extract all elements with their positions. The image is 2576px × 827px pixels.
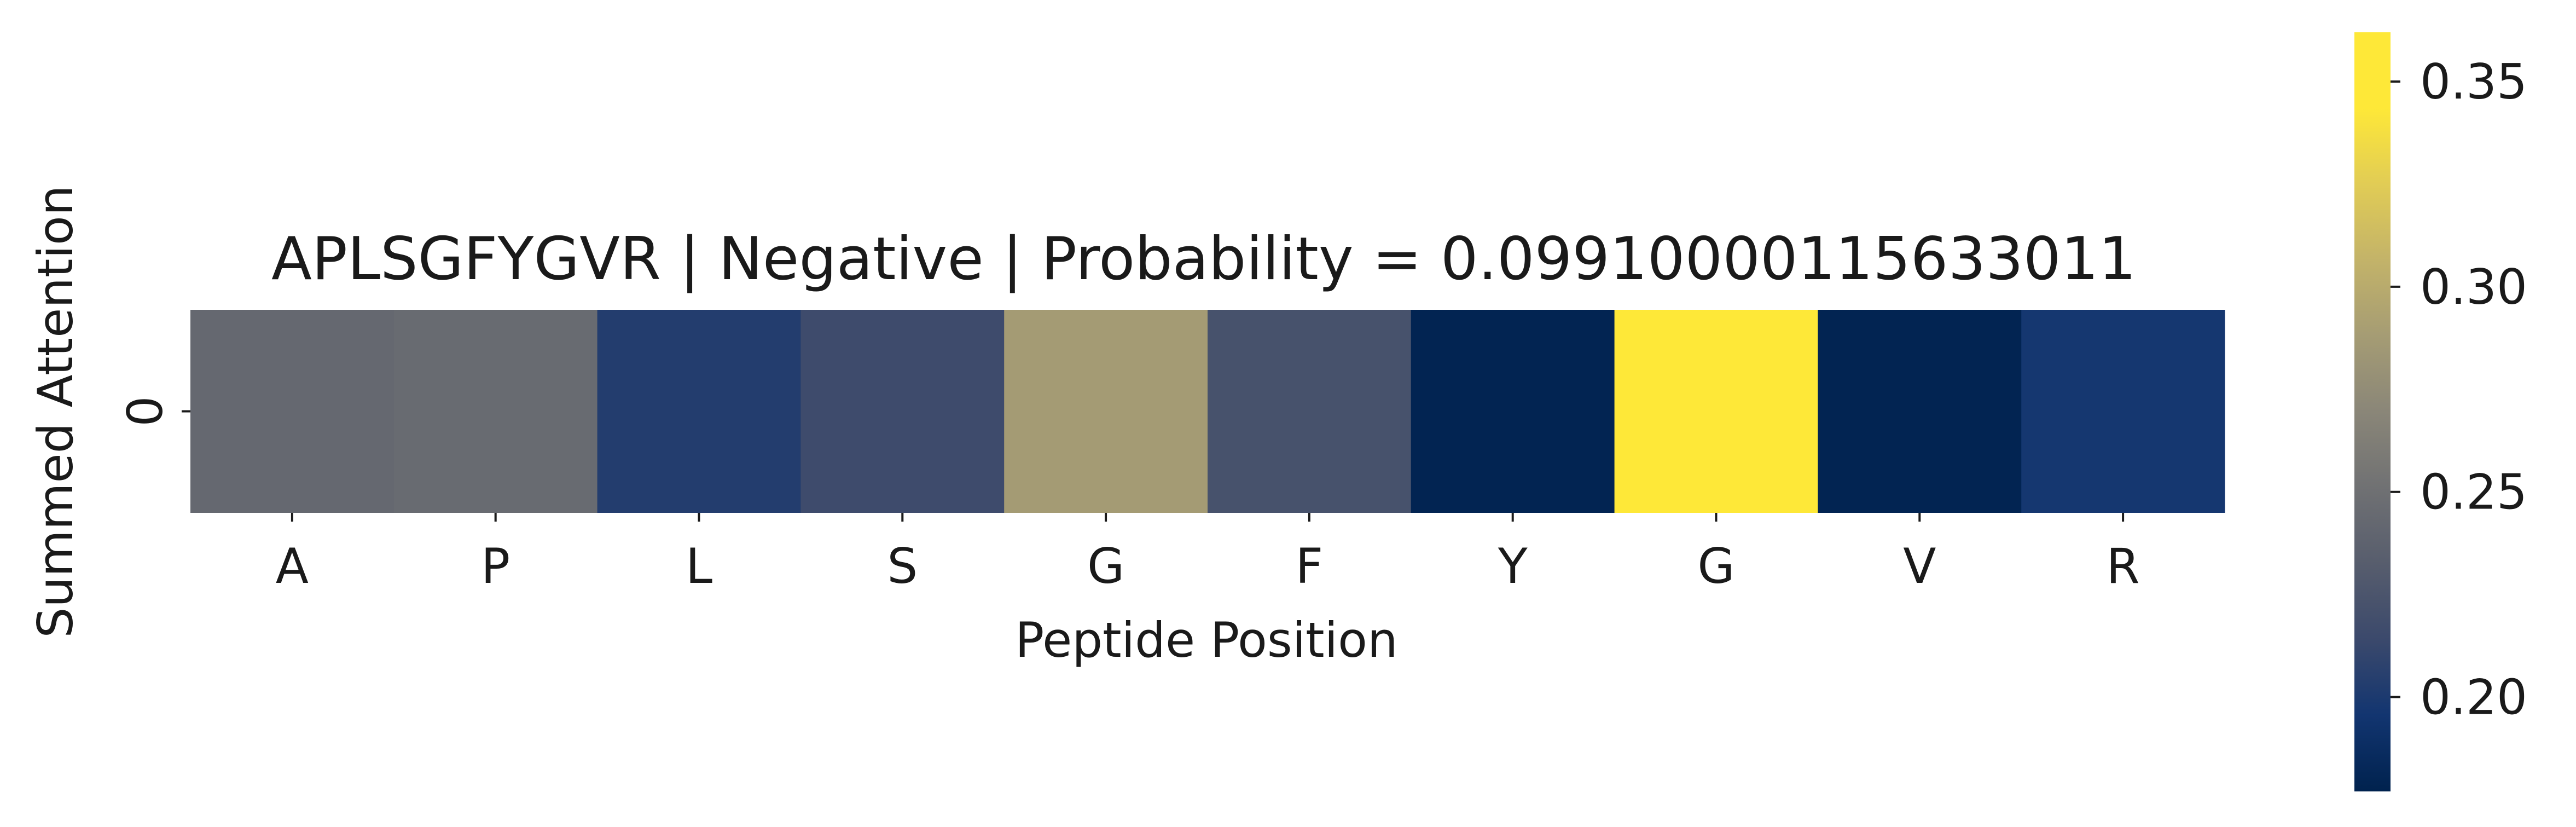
heatmap-cell: [393, 310, 598, 513]
heatmap-cell: [800, 310, 1005, 513]
heatmap-cell: [1411, 310, 1615, 513]
heatmap-cell: [190, 310, 394, 513]
x-tick-label: R: [2107, 538, 2140, 594]
x-axis-label: Peptide Position: [1015, 612, 1398, 668]
x-tick-label: A: [276, 538, 309, 594]
x-tick-label: Y: [1498, 538, 1528, 594]
colorbar: 0.20 0.25 0.30 0.35: [2354, 32, 2527, 791]
colorbar-tick-label: 0.25: [2420, 464, 2527, 521]
colorbar-tick-label: 0.35: [2420, 54, 2527, 110]
x-tick-label: F: [1296, 538, 1324, 594]
x-tick-label: G: [1697, 538, 1734, 594]
y-axis-label: Summed Attention: [27, 185, 84, 638]
x-tick-label: V: [1903, 538, 1936, 594]
colorbar-tick-label: 0.20: [2420, 669, 2527, 726]
x-tick-label: G: [1087, 538, 1124, 594]
colorbar-gradient: [2354, 32, 2391, 791]
colorbar-tick-label: 0.30: [2420, 259, 2527, 315]
chart-title: APLSGFYGVR | Negative | Probability = 0.…: [271, 225, 2136, 293]
heatmap-cell: [1614, 310, 1818, 513]
heatmap-cell: [1004, 310, 1208, 513]
y-tick-label: 0: [117, 396, 173, 427]
x-tick-label: L: [686, 538, 712, 594]
heatmap-cell: [1208, 310, 1412, 513]
x-tick-label: S: [887, 538, 918, 594]
heatmap-cell: [1818, 310, 2022, 513]
heatmap-cell: [2021, 310, 2225, 513]
colorbar-ticks: 0.20 0.25 0.30 0.35: [2391, 54, 2527, 726]
x-tick-label: P: [481, 538, 510, 594]
heatmap-cells: [190, 310, 2225, 513]
heatmap-cell: [597, 310, 801, 513]
y-axis-ticks: 0: [117, 396, 190, 427]
